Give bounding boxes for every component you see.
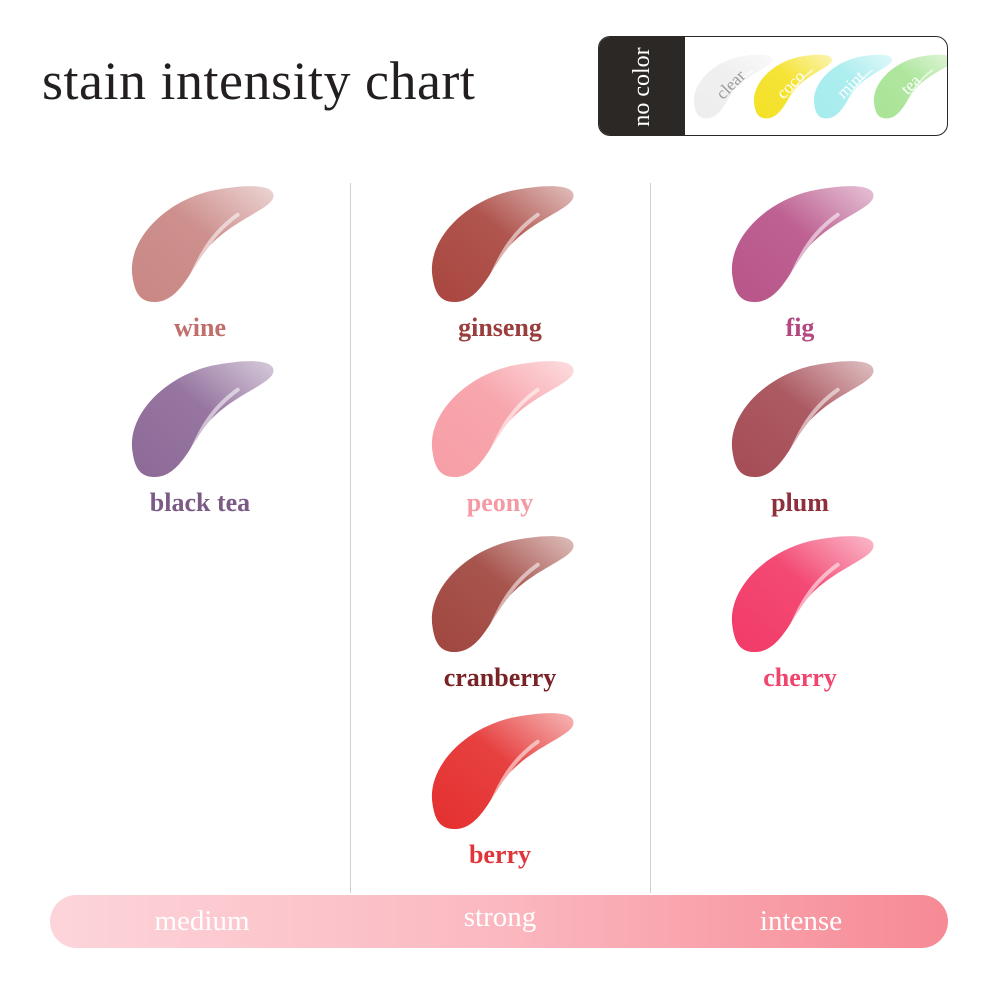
intensity-label-strong: strong xyxy=(463,901,537,933)
swatch-shape xyxy=(131,186,274,303)
shade-label: plum xyxy=(771,488,829,517)
shade-label: berry xyxy=(468,840,532,869)
legend-swatch-coco: coco xyxy=(751,49,833,125)
shade-cranberry: cranberry xyxy=(425,533,585,692)
swatch-shape xyxy=(731,536,874,653)
swatch-highlight xyxy=(482,739,540,822)
intensity-bar: medium strong intense xyxy=(50,895,948,948)
swatch-highlight xyxy=(482,212,540,295)
swatch-highlight xyxy=(721,69,754,115)
shade-label: cranberry xyxy=(443,663,557,692)
swatch-shape xyxy=(731,186,874,303)
swatch-highlight xyxy=(782,387,840,470)
shade-label: black tea xyxy=(149,488,251,517)
swatch-highlight xyxy=(182,212,240,295)
shade-peony: peony xyxy=(425,358,585,517)
legend-swatch-mint: mint xyxy=(811,49,893,125)
swatch-highlight xyxy=(841,69,874,115)
swatch-shape xyxy=(873,54,947,119)
shade-black-tea: black tea xyxy=(125,358,285,517)
chart-title: stain intensity chart xyxy=(42,51,476,111)
swatch-highlight xyxy=(182,387,240,470)
shade-berry: berry xyxy=(425,710,585,869)
shade-label: cherry xyxy=(763,663,837,692)
no-color-label: no color xyxy=(629,47,655,127)
shade-label: wine xyxy=(174,313,226,342)
legend-swatch-tea: tea xyxy=(871,49,947,125)
shade-label: peony xyxy=(466,488,534,517)
intensity-label-medium: medium xyxy=(154,905,250,937)
shade-label: ginseng xyxy=(458,313,542,342)
swatch-shape xyxy=(431,186,574,303)
legend-swatch-clear: clear xyxy=(691,49,773,125)
swatch-shape xyxy=(131,361,274,478)
swatch-shape xyxy=(431,361,574,478)
intensity-label-intense: intense xyxy=(759,905,843,937)
shade-plum: plum xyxy=(725,358,885,517)
swatch-highlight xyxy=(781,69,814,115)
swatch-highlight xyxy=(782,212,840,295)
no-color-label-panel: no color xyxy=(599,37,685,135)
shade-ginseng: ginseng xyxy=(425,183,585,342)
swatch-highlight xyxy=(482,387,540,470)
shade-fig: fig xyxy=(725,183,885,342)
shade-cherry: cherry xyxy=(725,533,885,692)
swatch-highlight xyxy=(782,562,840,645)
shade-wine: wine xyxy=(125,183,285,342)
swatch-shape xyxy=(731,361,874,478)
swatch-highlight xyxy=(901,69,934,115)
swatch-shape xyxy=(431,713,574,830)
swatch-highlight xyxy=(482,562,540,645)
shade-label: fig xyxy=(785,313,815,342)
swatch-shape xyxy=(431,536,574,653)
column-divider xyxy=(350,183,351,893)
column-divider xyxy=(650,183,651,893)
no-color-legend: no color clear coco mint tea xyxy=(598,36,948,136)
